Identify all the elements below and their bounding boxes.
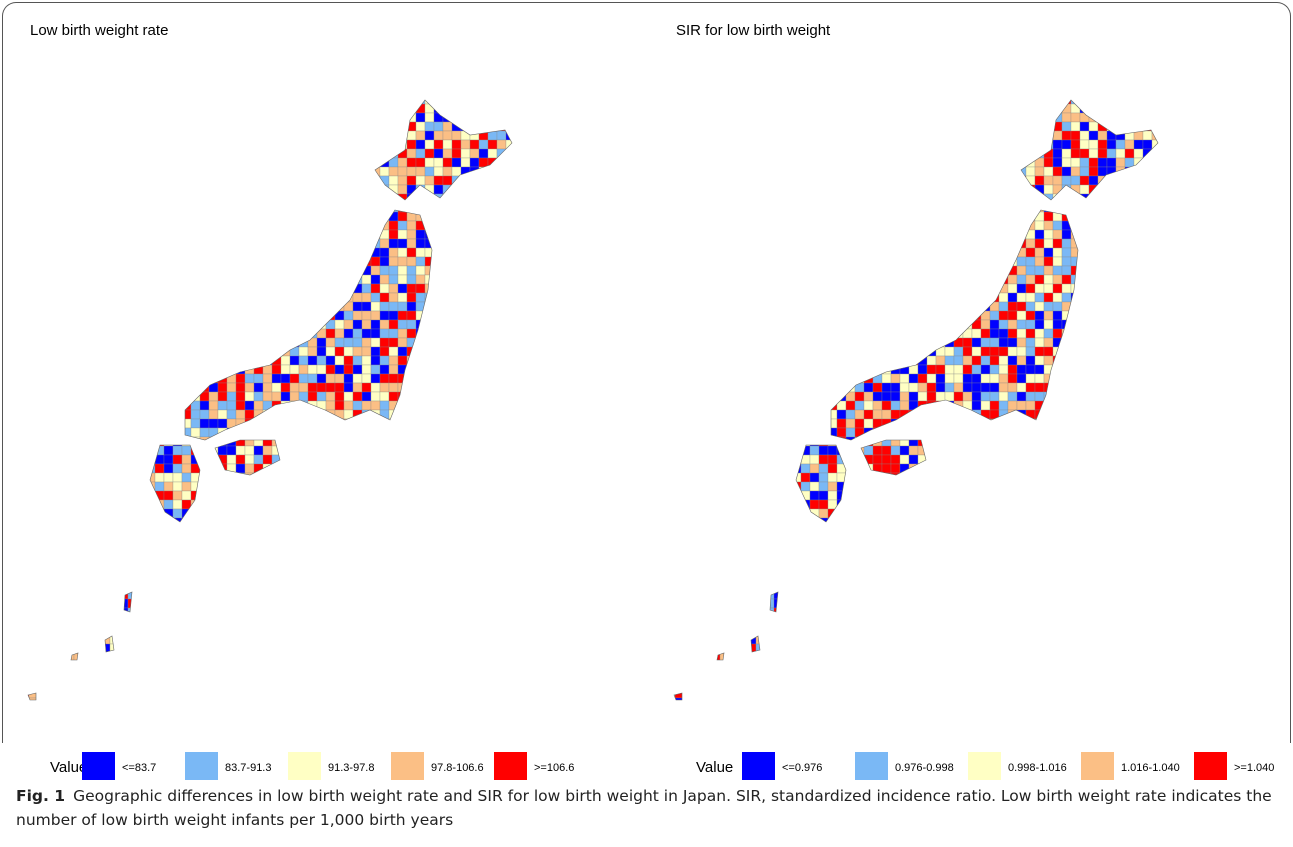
legend-swatch bbox=[968, 752, 1001, 780]
panel-title: Low birth weight rate bbox=[30, 22, 168, 39]
legend-swatch bbox=[391, 752, 424, 780]
legend-label: 83.7-91.3 bbox=[225, 762, 271, 774]
legend-label: 0.976-0.998 bbox=[895, 762, 954, 774]
legend-swatch bbox=[185, 752, 218, 780]
legend-swatch bbox=[742, 752, 775, 780]
legend-label: >=1.040 bbox=[1234, 762, 1274, 774]
legend-label: 97.8-106.6 bbox=[431, 762, 484, 774]
legend-label: <=83.7 bbox=[122, 762, 156, 774]
legend-title: Value bbox=[50, 759, 87, 776]
legend-label: >=106.6 bbox=[534, 762, 574, 774]
legend-title: Value bbox=[696, 759, 733, 776]
legend-label: <=0.976 bbox=[782, 762, 822, 774]
legend-label: 0.998-1.016 bbox=[1008, 762, 1067, 774]
legend-label: 91.3-97.8 bbox=[328, 762, 374, 774]
legend-swatch bbox=[494, 752, 527, 780]
legend-swatch bbox=[1194, 752, 1227, 780]
maps: Low birth weight rate Value <=83.7 83.7-91.… bbox=[0, 0, 1293, 780]
page: Low birth weight rate Value <=83.7 83.7-91.… bbox=[0, 0, 1293, 847]
legend-swatch bbox=[82, 752, 115, 780]
legend-swatch bbox=[288, 752, 321, 780]
caption-label: Fig. 1 bbox=[16, 787, 65, 805]
legend-swatch bbox=[855, 752, 888, 780]
choropleth-map bbox=[20, 95, 524, 707]
choropleth-map bbox=[666, 95, 1170, 707]
caption-text: Geographic differences in low birth weig… bbox=[16, 787, 1272, 829]
panel-title: SIR for low birth weight bbox=[676, 22, 831, 39]
legend-swatch bbox=[1081, 752, 1114, 780]
caption: Fig. 1Geographic differences in low birt… bbox=[16, 784, 1286, 832]
legend-label: 1.016-1.040 bbox=[1121, 762, 1180, 774]
